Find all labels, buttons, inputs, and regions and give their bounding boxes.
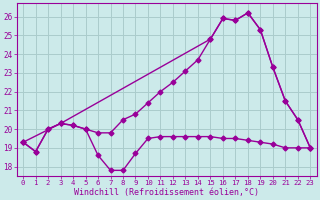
X-axis label: Windchill (Refroidissement éolien,°C): Windchill (Refroidissement éolien,°C)	[74, 188, 259, 197]
